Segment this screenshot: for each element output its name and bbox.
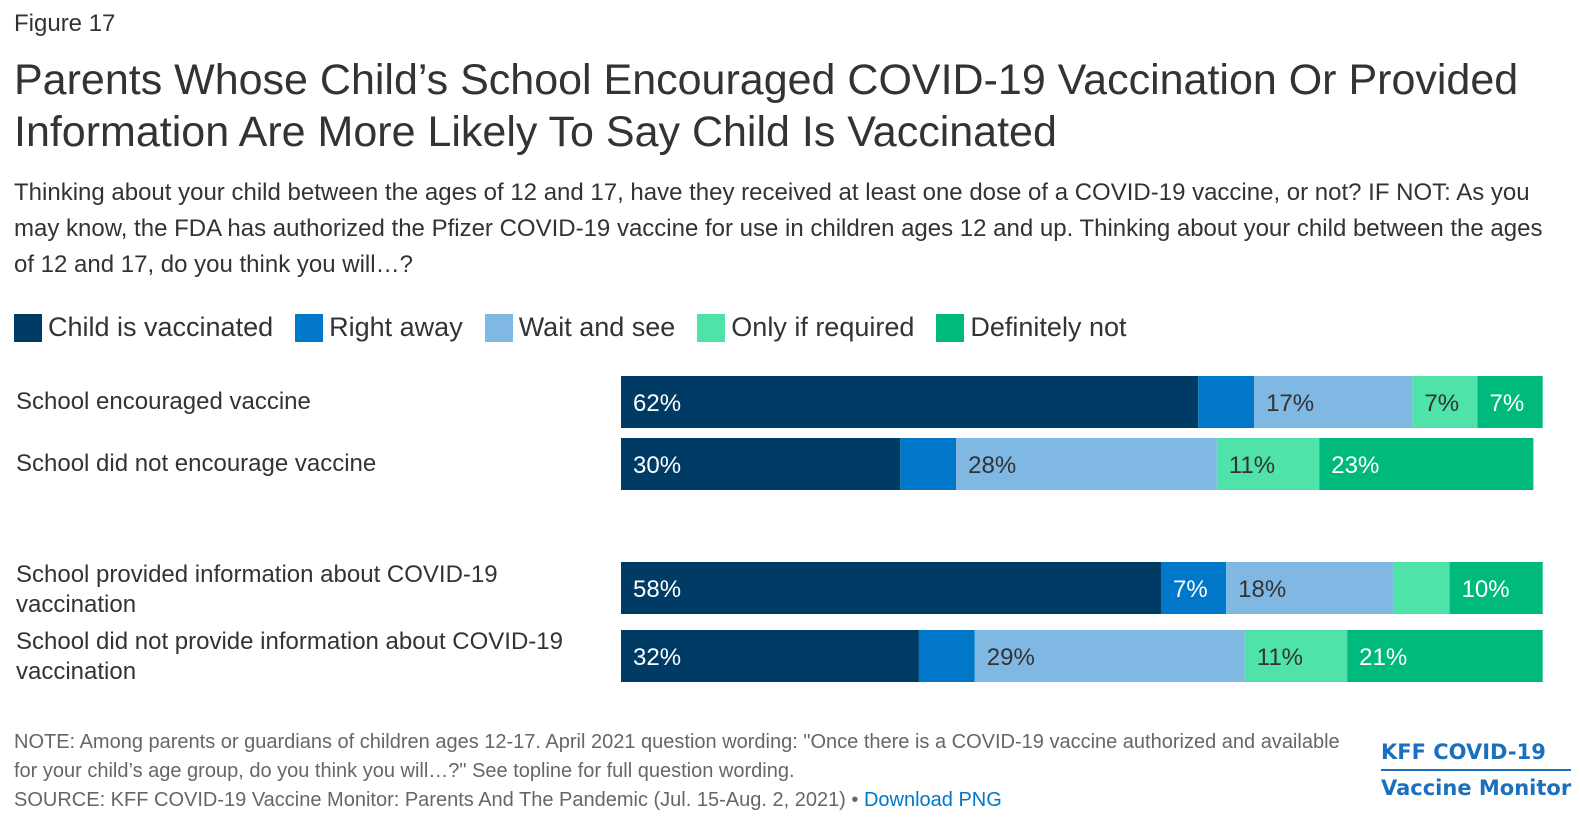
data-label: 11% — [1257, 644, 1303, 671]
note-text: NOTE: Among parents or guardians of chil… — [14, 731, 1340, 782]
bar-segment — [900, 438, 957, 490]
bar-segment — [1244, 630, 1348, 682]
bar-segment — [1226, 562, 1394, 614]
bar-segment — [1393, 562, 1450, 614]
source-text: SOURCE: KFF COVID-19 Vaccine Monitor: Pa… — [14, 789, 864, 811]
bar-segment — [1412, 376, 1478, 428]
row-label-school-not-encouraged: School did not encourage vaccine — [16, 450, 377, 477]
data-label: 58% — [633, 576, 681, 603]
data-label: 11% — [1229, 452, 1275, 479]
data-label: 10% — [1462, 576, 1510, 603]
brand-line-2: Vaccine Monitor — [1381, 769, 1572, 805]
bar-segment — [621, 562, 1161, 614]
data-label: 62% — [633, 390, 681, 417]
bar-segment — [974, 630, 1245, 682]
chart-title: Parents Whose Child’s School Encouraged … — [14, 56, 1519, 156]
legend-label: Only if required — [731, 312, 915, 342]
download-png-link[interactable]: Download PNG — [863, 789, 1002, 811]
data-label: 21% — [1359, 644, 1407, 671]
bar-segment — [1160, 562, 1227, 614]
data-label: 7% — [1424, 390, 1459, 417]
data-label: 32% — [633, 644, 681, 671]
legend-label: Child is vaccinated — [48, 312, 274, 342]
bar-segment — [1319, 438, 1534, 490]
legend-swatch — [936, 313, 965, 342]
legend-swatch — [484, 313, 513, 342]
bar-segment — [956, 438, 1217, 490]
chart-footnote: NOTE: Among parents or guardians of chil… — [14, 728, 1354, 815]
bar-segment — [1198, 376, 1255, 428]
bar-segment — [621, 376, 1199, 428]
legend-item-definitely-not: Definitely not — [936, 312, 1126, 343]
bar-segment — [1449, 562, 1543, 614]
legend-swatch — [14, 313, 42, 342]
legend-label: Right away — [329, 312, 463, 342]
bar-segment — [621, 438, 901, 490]
data-label: 7% — [1173, 576, 1208, 603]
data-label: 18% — [1238, 576, 1286, 603]
chart-legend: Child is vaccinated Right away Wait and … — [14, 312, 1148, 343]
bar-segment — [918, 630, 975, 682]
legend-item-right-away: Right away — [295, 312, 463, 343]
legend-swatch — [697, 313, 726, 342]
data-label: 23% — [1331, 452, 1379, 479]
data-label: 17% — [1266, 390, 1314, 417]
legend-item-wait-and-see: Wait and see — [484, 312, 676, 343]
row-label-school-not-provided-info: School did not provide information about… — [16, 628, 563, 685]
brand-line-1: KFF COVID-19 — [1381, 740, 1546, 764]
legend-label: Definitely not — [970, 312, 1127, 342]
legend-label: Wait and see — [518, 312, 676, 342]
bar-segment — [1477, 376, 1543, 428]
source-line: SOURCE: KFF COVID-19 Vaccine Monitor: Pa… — [14, 786, 1354, 815]
figure-label: Figure 17 — [14, 10, 116, 37]
legend-item-only-if-required: Only if required — [697, 312, 914, 343]
data-label: 29% — [987, 644, 1035, 671]
bar-segment — [1254, 376, 1413, 428]
row-label-school-provided-info: School provided information about COVID-… — [16, 561, 498, 618]
legend-item-vaccinated: Child is vaccinated — [14, 312, 273, 343]
bar-segment — [1216, 438, 1320, 490]
legend-swatch — [295, 313, 324, 342]
bar-segment — [1347, 630, 1543, 682]
data-label: 30% — [633, 452, 681, 479]
chart-subtitle: Thinking about your child between the ag… — [14, 179, 1543, 278]
data-label: 7% — [1490, 390, 1525, 417]
kff-logo: KFF COVID-19 Vaccine Monitor — [1381, 735, 1572, 805]
row-label-school-encouraged: School encouraged vaccine — [16, 388, 311, 415]
data-label: 28% — [968, 452, 1016, 479]
bar-segment — [621, 630, 919, 682]
